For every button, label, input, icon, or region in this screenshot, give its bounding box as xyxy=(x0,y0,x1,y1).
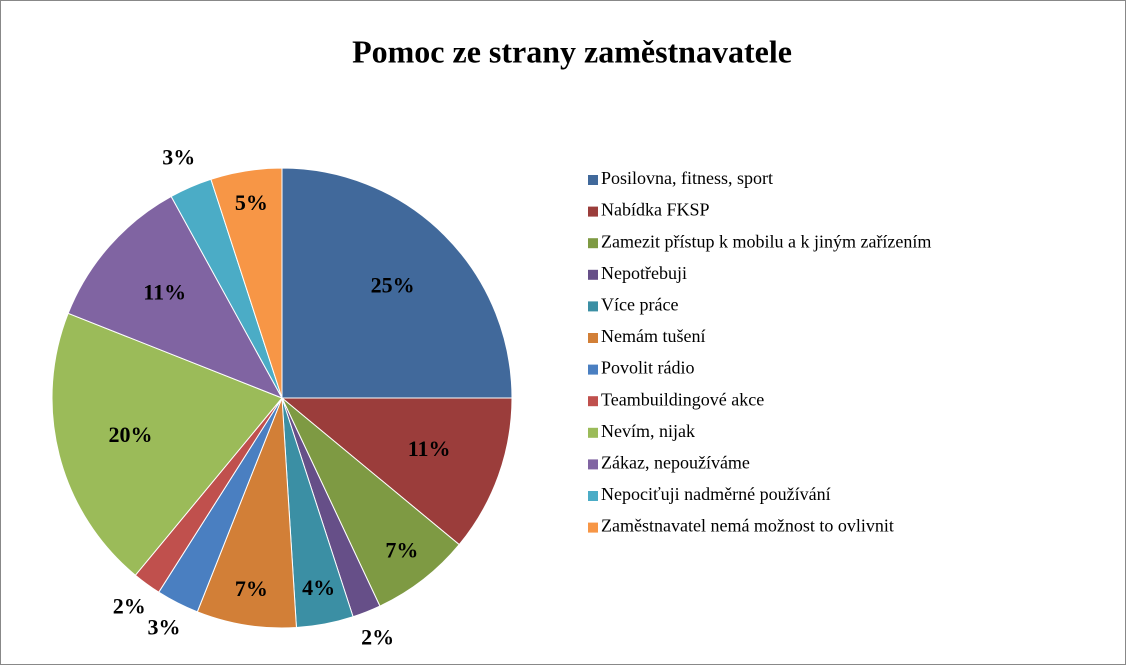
data-label: 11% xyxy=(408,436,451,461)
legend-swatch xyxy=(588,396,598,407)
data-label: 7% xyxy=(235,576,268,601)
data-label: 2% xyxy=(113,593,146,618)
legend-label: Více práce xyxy=(601,295,678,315)
legend-label: Nepociťuji nadměrné používání xyxy=(601,484,831,504)
data-label: 2% xyxy=(361,625,394,650)
legend-label: Zákaz, nepoužíváme xyxy=(601,453,750,473)
legend-swatch xyxy=(588,301,598,312)
legend-label: Zaměstnavatel nemá možnost to ovlivnit xyxy=(601,516,894,536)
legend-swatch xyxy=(588,427,598,438)
legend-label: Nabídka FKSP xyxy=(601,200,710,220)
legend-swatch xyxy=(588,206,598,217)
legend-swatch xyxy=(588,238,598,249)
data-label: 3% xyxy=(148,615,181,640)
legend-label: Teambuildingové akce xyxy=(601,389,764,409)
pie-slice xyxy=(67,195,284,399)
legend-swatch xyxy=(588,459,598,470)
legend-swatch xyxy=(588,175,598,185)
data-label: 20% xyxy=(109,422,153,447)
pie-slice xyxy=(280,397,513,546)
legend-swatch xyxy=(588,522,598,533)
legend-swatch xyxy=(588,333,598,343)
data-label: 4% xyxy=(302,575,335,600)
legend-label: Nepotřebuji xyxy=(601,263,687,283)
legend-label: Nevím, nijak xyxy=(601,421,695,441)
pie-slice xyxy=(281,167,513,399)
data-label: 5% xyxy=(235,190,268,215)
pie-slice xyxy=(210,167,283,399)
legend-label: Povolit rádio xyxy=(601,358,695,378)
legend-label: Posilovna, fitness, sport xyxy=(601,168,773,188)
legend-label: Nemám tušení xyxy=(601,326,705,346)
data-label: 7% xyxy=(385,538,418,563)
data-label: 25% xyxy=(371,272,415,297)
legend-swatch xyxy=(588,269,598,280)
pie-slice xyxy=(281,397,460,607)
legend-swatch xyxy=(588,491,598,501)
legend-label: Zamezit přístup k mobilu a k jiným zaříz… xyxy=(601,231,931,251)
chart-title: Pomoc ze strany zaměstnavatele xyxy=(352,33,792,69)
data-label: 3% xyxy=(162,145,195,170)
pie-slice xyxy=(196,397,297,629)
legend-swatch xyxy=(588,364,598,375)
pie-slice xyxy=(51,312,283,576)
data-label: 11% xyxy=(143,280,186,305)
